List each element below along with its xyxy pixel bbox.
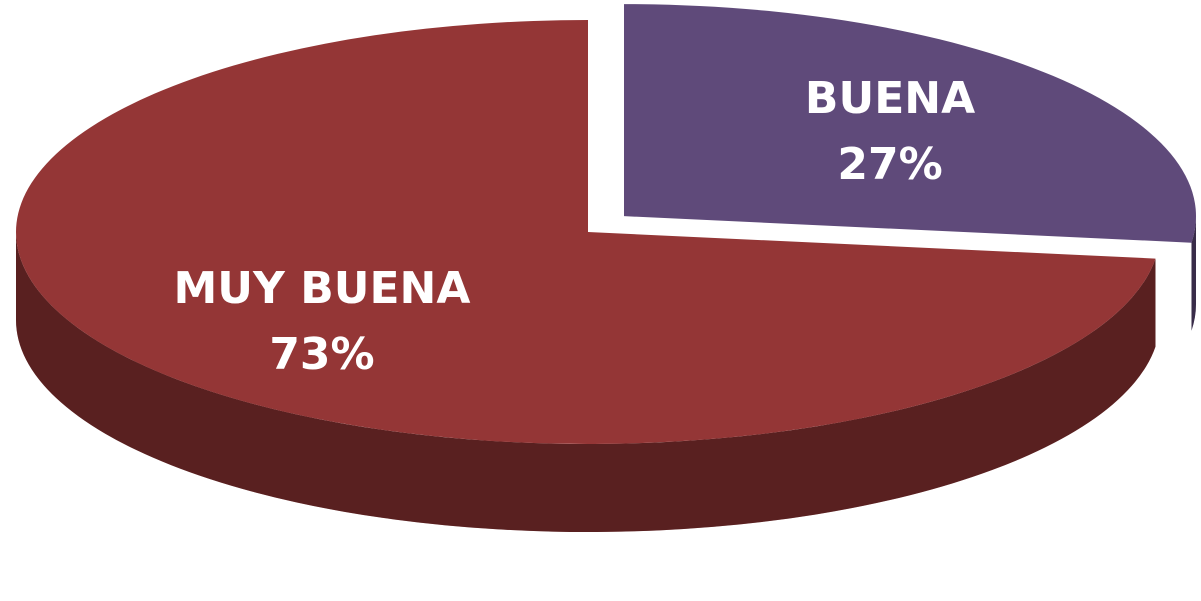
- slice-label: MUY BUENA: [174, 263, 471, 314]
- slice-value-label: 27%: [837, 139, 942, 190]
- slice: [16, 20, 1156, 444]
- slice: [624, 4, 1197, 243]
- slice-value-label: 73%: [269, 329, 374, 380]
- slice-side-shade: [16, 232, 1156, 533]
- slice-label: BUENA: [805, 73, 975, 124]
- slice-side: [1191, 216, 1197, 331]
- slice-side: [16, 232, 1156, 533]
- slice-side-shade: [1191, 216, 1197, 331]
